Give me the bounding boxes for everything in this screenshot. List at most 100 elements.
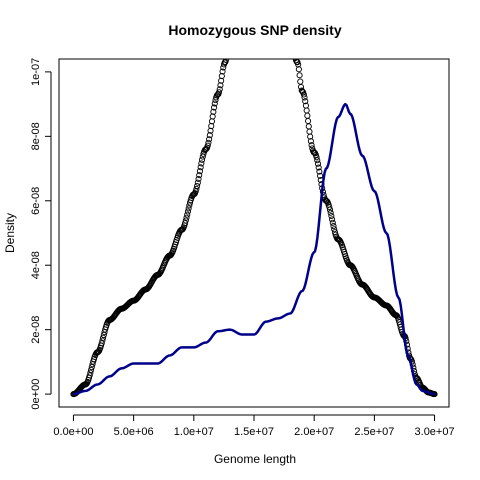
density-point [211,104,218,111]
density-point [209,113,216,120]
density-point [326,206,334,213]
density-point [291,46,296,51]
x-tick-label: 1.0e+07 [174,426,214,438]
density-point [227,37,232,42]
density-point [193,185,200,193]
chart-title: Homozygous SNP density [168,22,341,38]
density-point [86,372,93,379]
density-point [330,223,337,230]
density-point [218,72,225,80]
density-point [192,188,199,195]
density-point [182,217,189,224]
series-1 [73,102,435,396]
density-point [88,366,95,373]
density-point [217,82,224,89]
density-point [289,40,294,45]
density-point [99,337,106,344]
density-point [182,220,189,227]
density-point [198,160,205,167]
x-tick-label: 1.5e+07 [234,426,274,438]
density-point [225,48,230,53]
density-point [326,203,333,210]
y-tick-label: 4e-08 [30,251,42,279]
density-point [292,53,297,58]
density-point [290,43,295,48]
y-tick-label: 0e+00 [30,379,42,410]
density-point [314,160,322,167]
y-axis: 0e+00 2e-08 4e-08 6e-08 8e-08 1e-07 [30,58,52,410]
density-point [327,209,334,216]
x-tick-label: 3.0e+07 [415,426,455,438]
density-point [305,123,312,130]
density-point [301,94,308,101]
y-tick-label: 6e-08 [30,187,42,215]
density-point [314,157,321,164]
density-point [196,168,203,175]
density-point [205,139,212,146]
density-point [183,214,190,221]
density-point [300,91,307,98]
density-point [317,172,324,179]
density-point [297,83,305,91]
density-point [206,132,213,139]
x-tick-label: 5.0e+06 [114,426,154,438]
density-point [308,142,315,149]
density-point [194,182,201,190]
x-axis: 0.0e+00 5.0e+06 1.0e+07 1.5e+07 2.0e+07 2.5e+… [53,414,455,438]
density-point [184,211,191,218]
density-point [197,164,204,171]
density-point [186,202,193,209]
density-point [291,49,296,54]
density-point [226,44,231,49]
density-point [328,212,335,220]
y-tick-label: 1e-07 [30,58,42,86]
density-point [315,164,322,171]
density-point [316,168,323,175]
density-point [289,38,294,43]
density-point [331,226,338,233]
density-point [297,78,304,85]
density-point [224,53,229,58]
density-point [304,112,311,119]
series-0 [70,37,438,398]
y-tick-label: 2e-08 [30,316,42,344]
density-point [295,66,302,73]
density-point [98,340,105,347]
plot-frame [58,58,450,408]
density-point [306,128,313,135]
density-point [302,98,309,105]
density-point [226,40,231,45]
plot-area [70,37,438,398]
density-point [184,208,191,215]
density-point [216,86,223,93]
density-point [185,205,192,212]
density-point [195,175,202,183]
density-point [100,331,107,338]
x-tick-label: 0.0e+00 [53,426,93,438]
y-axis-label: Density [3,213,17,253]
density-point [199,156,206,163]
density-point [210,108,217,115]
density-point [307,138,314,145]
density-point [215,89,223,96]
density-point [167,252,174,259]
density-point [307,133,314,140]
density-point [208,118,215,125]
density-point [329,219,336,226]
density-point [296,72,303,79]
x-tick-label: 2.0e+07 [294,426,334,438]
density-point [223,59,230,63]
density-point [194,179,201,186]
density-point [305,117,312,125]
density-point [303,107,310,114]
density-point [204,142,211,149]
density-point [313,154,320,161]
y-tick-label: 8e-08 [30,122,42,150]
density-point [211,100,218,107]
density-line [73,102,435,396]
density-point [206,136,213,143]
density-point [219,68,226,75]
density-point [88,364,95,371]
x-axis-label: Genome length [214,452,296,466]
